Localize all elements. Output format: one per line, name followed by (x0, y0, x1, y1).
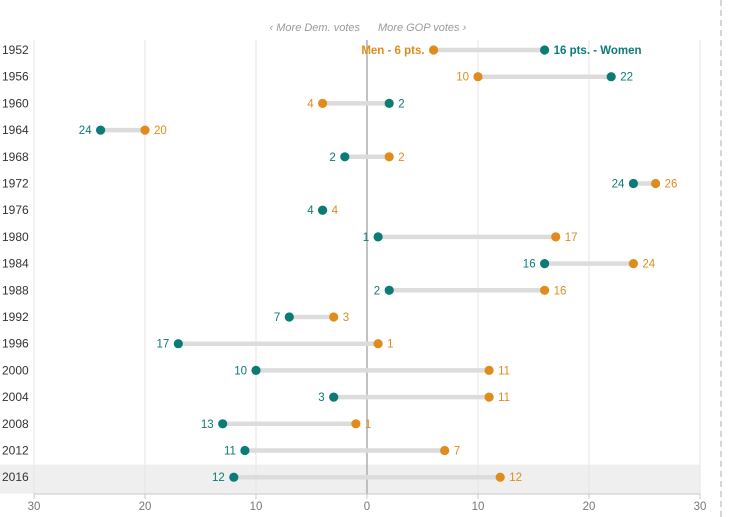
women-dot (540, 45, 550, 55)
x-tick-label: 20 (139, 501, 152, 513)
women-value-label: 11 (224, 446, 236, 458)
men-dot (373, 339, 383, 349)
men-value-label: 11 (498, 365, 510, 377)
men-dot (628, 259, 639, 269)
year-label: 1968 (2, 150, 29, 164)
year-label: 1984 (2, 257, 29, 271)
women-value-label: 3 (318, 392, 324, 404)
page-divider (720, 0, 722, 517)
women-dot (218, 419, 228, 429)
year-label: 2012 (2, 444, 29, 458)
women-value-label: 12 (212, 472, 225, 484)
year-label: 1980 (2, 230, 29, 244)
x-tick-label: 20 (583, 501, 596, 513)
year-label: 1952 (2, 43, 29, 57)
men-dot (551, 232, 561, 242)
women-dot (329, 392, 339, 402)
women-value-label: 2 (398, 98, 404, 110)
x-tick-label: 30 (28, 501, 41, 513)
men-value-label: 4 (332, 205, 339, 217)
men-value-label: 12 (509, 472, 522, 484)
men-value-label: 20 (154, 125, 167, 137)
men-dot (495, 472, 505, 482)
women-dot (373, 232, 383, 242)
women-dot (628, 178, 639, 189)
x-tick-label: 10 (250, 501, 263, 513)
x-tick-label: 0 (364, 501, 370, 513)
women-value-label: 10 (234, 365, 247, 377)
men-dot (484, 365, 494, 375)
men-value-label: Men - 6 pts. (361, 45, 424, 57)
year-label: 1988 (2, 283, 29, 297)
women-value-label: 2 (329, 152, 335, 164)
women-dot (251, 365, 261, 375)
men-value-label: 11 (498, 392, 510, 404)
men-value-label: 26 (665, 179, 678, 191)
women-value-label: 16 pts. - Women (554, 45, 642, 57)
women-dot (229, 472, 239, 482)
year-label: 1964 (2, 123, 29, 137)
x-tick-label: 10 (472, 501, 485, 513)
year-label: 1976 (2, 203, 29, 217)
men-value-label: 24 (642, 259, 655, 271)
year-label: 2008 (2, 417, 29, 431)
men-value-label: 10 (456, 72, 469, 84)
men-dot (540, 285, 550, 295)
year-label: 2016 (2, 470, 29, 484)
men-value-label: 4 (307, 98, 314, 110)
men-value-label: 1 (365, 419, 371, 431)
women-dot (96, 125, 106, 135)
men-value-label: 3 (343, 312, 349, 324)
men-dot (440, 445, 450, 456)
men-value-label: 2 (398, 152, 404, 164)
women-value-label: 1 (363, 232, 369, 244)
x-tick-label: 30 (694, 501, 707, 513)
men-dot (329, 312, 339, 322)
men-dot (318, 98, 328, 108)
men-dot (651, 178, 661, 189)
women-dot (606, 72, 616, 82)
men-dot (429, 45, 439, 55)
women-value-label: 2 (374, 285, 380, 297)
year-label: 2004 (2, 390, 29, 404)
more-gop-votes-label: More GOP votes › (378, 22, 467, 34)
men-dot (351, 419, 361, 429)
women-dot (340, 152, 350, 162)
year-label: 2000 (2, 363, 29, 377)
men-value-label: 17 (565, 232, 578, 244)
year-label: 1992 (2, 310, 29, 324)
women-value-label: 16 (523, 259, 536, 271)
women-dot (384, 98, 394, 108)
women-dot (173, 339, 183, 349)
year-label: 1972 (2, 177, 29, 191)
women-dot (384, 285, 394, 295)
women-value-label: 13 (201, 419, 214, 431)
men-value-label: 7 (454, 446, 460, 458)
women-dot (318, 205, 328, 215)
year-label: 1996 (2, 337, 29, 351)
more-dem-votes-label: ‹ More Dem. votes (270, 22, 361, 34)
men-value-label: 16 (554, 285, 567, 297)
year-label: 1960 (2, 96, 29, 110)
women-dot (540, 259, 550, 269)
men-dot (140, 125, 150, 135)
men-value-label: 1 (387, 339, 393, 351)
men-dot (473, 72, 483, 82)
women-value-label: 17 (157, 339, 170, 351)
men-dot (484, 392, 494, 402)
women-value-label: 24 (79, 125, 92, 137)
women-value-label: 7 (274, 312, 280, 324)
women-value-label: 24 (612, 179, 625, 191)
women-value-label: 22 (620, 72, 633, 84)
women-dot (240, 445, 250, 456)
women-value-label: 4 (307, 205, 314, 217)
year-label: 1956 (2, 70, 29, 84)
men-dot (384, 152, 394, 162)
women-dot (284, 312, 294, 322)
